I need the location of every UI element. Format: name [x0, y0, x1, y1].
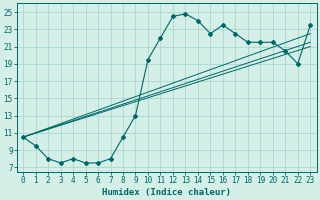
X-axis label: Humidex (Indice chaleur): Humidex (Indice chaleur) — [102, 188, 231, 197]
